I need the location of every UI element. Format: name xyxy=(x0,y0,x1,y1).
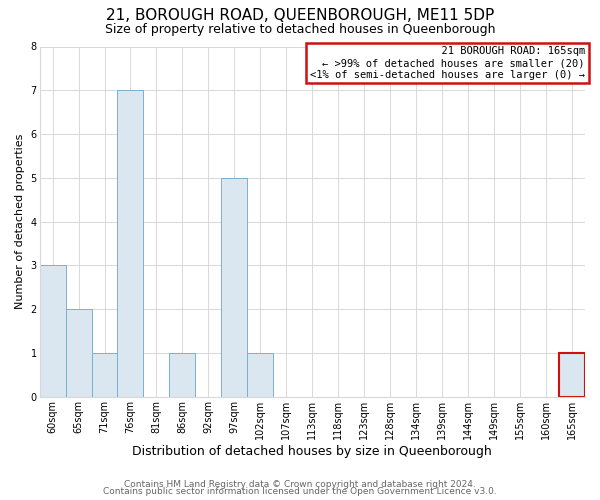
Bar xyxy=(40,266,65,397)
Y-axis label: Number of detached properties: Number of detached properties xyxy=(15,134,25,310)
Bar xyxy=(65,309,92,397)
Bar xyxy=(118,90,143,397)
Bar xyxy=(221,178,247,397)
X-axis label: Distribution of detached houses by size in Queenborough: Distribution of detached houses by size … xyxy=(133,444,492,458)
Text: Size of property relative to detached houses in Queenborough: Size of property relative to detached ho… xyxy=(105,22,495,36)
Bar xyxy=(169,353,196,397)
Text: 21, BOROUGH ROAD, QUEENBOROUGH, ME11 5DP: 21, BOROUGH ROAD, QUEENBOROUGH, ME11 5DP xyxy=(106,8,494,22)
Bar xyxy=(92,353,118,397)
Bar xyxy=(559,353,585,397)
Text: Contains public sector information licensed under the Open Government Licence v3: Contains public sector information licen… xyxy=(103,488,497,496)
Text: 21 BOROUGH ROAD: 165sqm
← >99% of detached houses are smaller (20)
<1% of semi-d: 21 BOROUGH ROAD: 165sqm ← >99% of detach… xyxy=(310,46,585,80)
Bar xyxy=(247,353,274,397)
Text: Contains HM Land Registry data © Crown copyright and database right 2024.: Contains HM Land Registry data © Crown c… xyxy=(124,480,476,489)
